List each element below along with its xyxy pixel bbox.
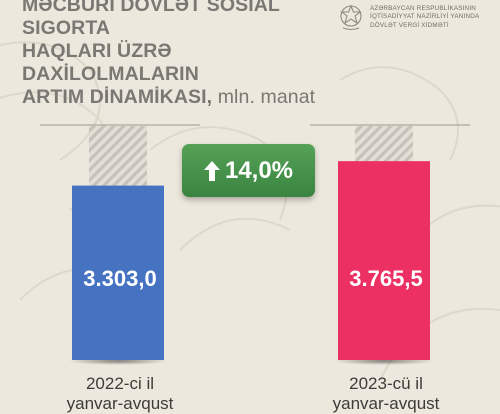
arrow-up-icon bbox=[203, 160, 220, 181]
growth-badge: 14,0% bbox=[182, 144, 315, 197]
growth-value: 14,0% bbox=[224, 156, 294, 184]
org-line-2: İQTİSADİYYAT NAZİRLİYİ YANINDA bbox=[370, 13, 480, 21]
bar-chart bbox=[40, 124, 470, 365]
org-line-3: DÖVLƏT VERGİ XİDMƏTİ bbox=[370, 21, 449, 29]
category-label-2022: 2022-ci il bbox=[85, 374, 155, 393]
category-sublabel-2022: yanvar-avqust bbox=[66, 394, 174, 413]
bar-value-label-2023: 3.765,5 bbox=[349, 266, 423, 291]
state-emblem-icon bbox=[340, 4, 362, 31]
bar-remainder-2023 bbox=[355, 126, 413, 163]
category-sublabel-2023: yanvar-avqust bbox=[332, 394, 440, 413]
chart-title: MƏCBURİ DÖVLƏT SOSİAL SIGORTA HAQLARI ÜZ… bbox=[22, 0, 332, 109]
title-unit: mln. manat bbox=[217, 86, 316, 108]
category-label-2023: 2023-cü il bbox=[349, 374, 423, 393]
organization-header: AZƏRBAYCAN RESPUBLİKASININ İQTİSADİYYAT … bbox=[338, 2, 498, 42]
org-line-1: AZƏRBAYCAN RESPUBLİKASININ bbox=[370, 5, 477, 12]
bar-2022 bbox=[72, 185, 164, 360]
bar-remainder-2022 bbox=[89, 126, 147, 187]
title-line-1: MƏCBURİ DÖVLƏT SOSİAL SIGORTA bbox=[22, 0, 280, 39]
bar-2023 bbox=[338, 161, 430, 360]
title-line-3-text: ARTIM DİNAMİKASI, bbox=[22, 86, 213, 108]
title-line-2: HAQLARI ÜZRƏ DAXİLOLMALARIN bbox=[22, 40, 199, 85]
organization-name: AZƏRBAYCAN RESPUBLİKASININ İQTİSADİYYAT … bbox=[370, 5, 498, 30]
title-line-3: ARTIM DİNAMİKASI, mln. manat bbox=[22, 86, 332, 109]
bar-value-label-2022: 3.303,0 bbox=[83, 266, 157, 291]
